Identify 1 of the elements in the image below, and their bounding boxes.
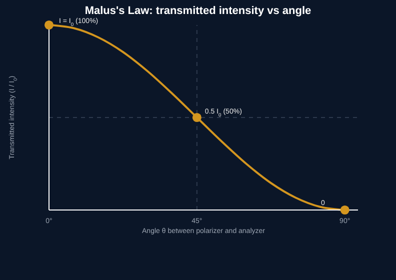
chart-title: Malus's Law: transmitted intensity vs angle <box>84 5 312 17</box>
